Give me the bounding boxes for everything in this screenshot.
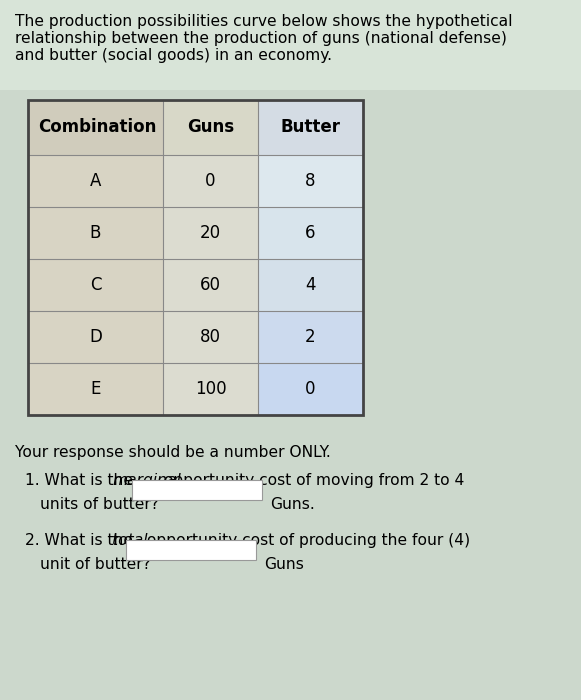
Text: Combination: Combination: [38, 118, 156, 136]
Text: 6: 6: [305, 224, 315, 242]
Text: opportunity cost of moving from 2 to 4: opportunity cost of moving from 2 to 4: [159, 473, 465, 488]
Bar: [28, 259, 163, 311]
Bar: [258, 100, 363, 155]
Text: 0: 0: [305, 380, 315, 398]
Text: Butter: Butter: [281, 118, 340, 136]
Text: 2. What is the: 2. What is the: [25, 533, 138, 548]
Text: 20: 20: [200, 224, 221, 242]
Bar: [28, 155, 163, 207]
Bar: [28, 100, 363, 415]
Bar: [28, 207, 163, 259]
Bar: [258, 155, 363, 207]
Text: 80: 80: [200, 328, 221, 346]
Text: A: A: [90, 172, 101, 190]
Bar: [163, 207, 258, 259]
Text: E: E: [90, 380, 101, 398]
Bar: [258, 363, 363, 415]
Text: The production possibilities curve below shows the hypothetical: The production possibilities curve below…: [15, 14, 512, 29]
Text: D: D: [89, 328, 102, 346]
Text: units of butter?: units of butter?: [40, 497, 159, 512]
Text: marginal: marginal: [112, 473, 181, 488]
Text: relationship between the production of guns (national defense): relationship between the production of g…: [15, 31, 507, 46]
Text: Your response should be a number ONLY.: Your response should be a number ONLY.: [15, 445, 331, 460]
Bar: [132, 480, 262, 500]
Bar: [258, 207, 363, 259]
Text: Guns: Guns: [187, 118, 234, 136]
Text: B: B: [90, 224, 101, 242]
Bar: [163, 155, 258, 207]
Text: and butter (social goods) in an economy.: and butter (social goods) in an economy.: [15, 48, 332, 63]
Bar: [126, 540, 256, 560]
Text: Guns: Guns: [264, 557, 304, 572]
Bar: [28, 100, 363, 415]
Text: 100: 100: [195, 380, 227, 398]
Bar: [258, 259, 363, 311]
Text: 8: 8: [305, 172, 315, 190]
Text: total: total: [112, 533, 148, 548]
Text: opportunity cost of producing the four (4): opportunity cost of producing the four (…: [142, 533, 469, 548]
Text: C: C: [89, 276, 101, 294]
Bar: [163, 363, 258, 415]
Bar: [258, 311, 363, 363]
Text: 0: 0: [205, 172, 216, 190]
Text: 1. What is the: 1. What is the: [25, 473, 138, 488]
Bar: [28, 311, 163, 363]
Bar: [163, 259, 258, 311]
Bar: [163, 311, 258, 363]
Text: 60: 60: [200, 276, 221, 294]
Bar: [28, 363, 163, 415]
Text: unit of butter?: unit of butter?: [40, 557, 151, 572]
Text: 4: 4: [305, 276, 315, 294]
Bar: [28, 100, 163, 155]
Text: 2: 2: [305, 328, 316, 346]
Text: Guns.: Guns.: [270, 497, 315, 512]
Bar: [163, 100, 258, 155]
Bar: [0, 0, 581, 90]
